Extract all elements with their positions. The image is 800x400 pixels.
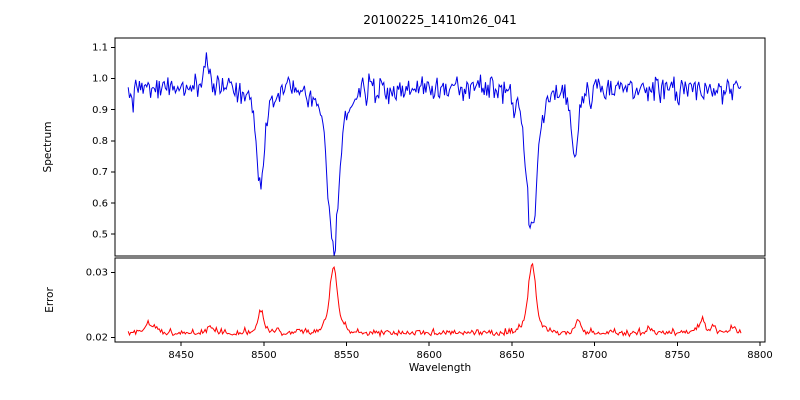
error-line [127,262,742,338]
x-tick-label: 8650 [499,350,524,361]
y-tick-label-spectrum: 0.5 [92,229,108,240]
x-tick-label: 8750 [665,350,690,361]
x-tick-label: 8450 [168,350,193,361]
x-axis-label: Wavelength [408,362,472,374]
x-tick-label: 8550 [334,350,359,361]
y-tick-label-error: 0.02 [86,333,108,344]
y-tick-label-error: 0.03 [86,268,108,279]
error-panel-frame [114,257,766,343]
spectrum-panel-frame [114,37,766,257]
y-tick-label-spectrum: 0.6 [92,198,108,209]
y-tick-label-spectrum: 0.8 [92,136,108,147]
x-tick-label: 8500 [251,350,276,361]
x-tick-label: 8800 [747,350,772,361]
x-tick-label: 8700 [582,350,607,361]
y-tick-label-spectrum: 0.9 [92,105,108,116]
spectrum-line [127,52,742,256]
x-tick-label: 8600 [417,350,442,361]
chart-title: 20100225_1410m26_041 [363,13,517,27]
y-tick-label-spectrum: 1.0 [92,74,108,85]
y-tick-label-spectrum: 0.7 [92,167,108,178]
y-tick-label-spectrum: 1.1 [92,43,108,54]
